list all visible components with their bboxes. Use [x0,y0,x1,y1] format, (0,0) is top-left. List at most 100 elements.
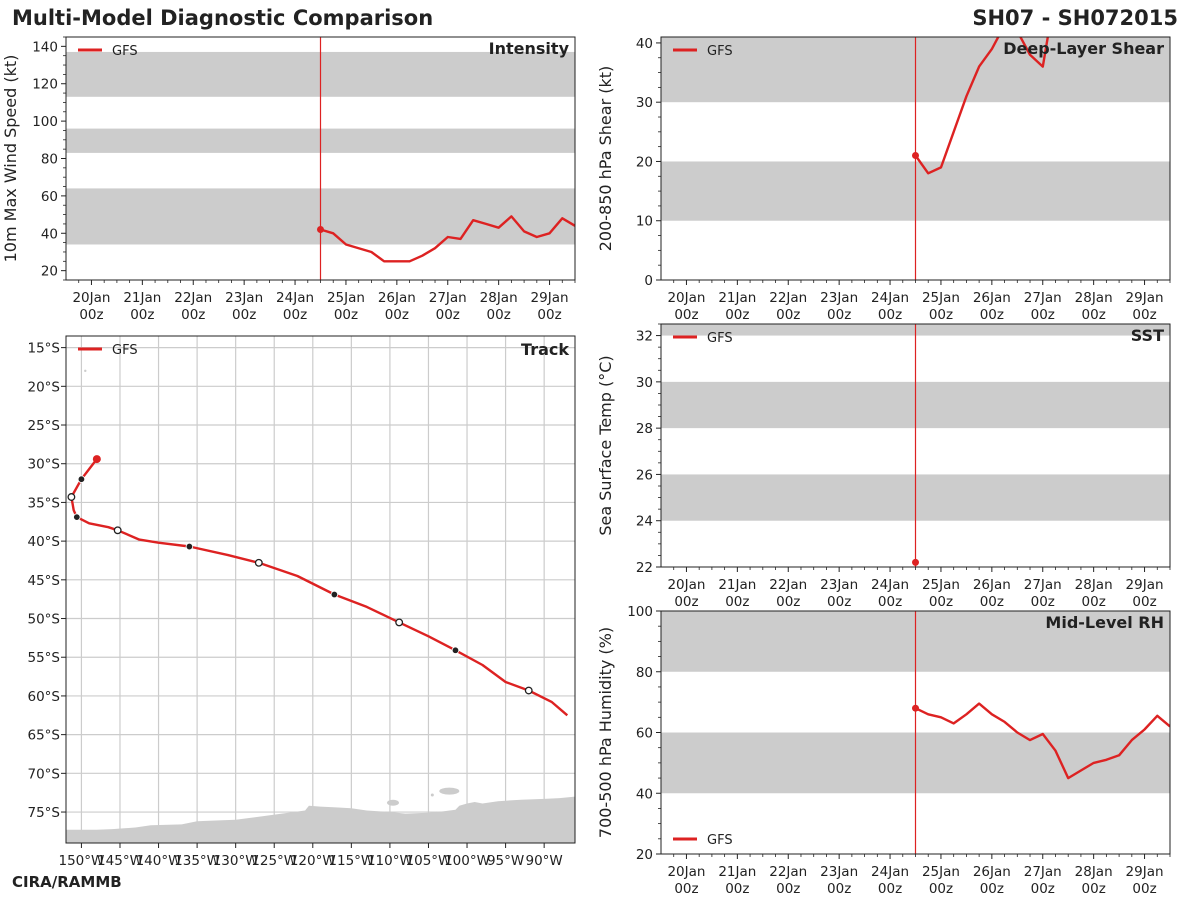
data-point [912,704,919,712]
x-tick-label-hour: 00z [334,307,358,323]
x-tick-label-hour: 00z [980,594,1004,610]
y-tick-label: 40 [41,226,58,242]
x-tick-label-hour: 00z [537,307,561,323]
track-marker-12z [395,618,404,627]
y-tick-label: 100 [627,604,653,620]
panel-rh: 2040608010020Jan00z21Jan00z22Jan00z23Jan… [596,604,1171,897]
x-tick-label-day: 29Jan [1126,864,1164,880]
y-tick-label: 26 [636,467,653,483]
series-line-gfs [914,702,1170,780]
lon-tick-label: 150°W [58,853,104,869]
y-tick-label: 80 [636,665,653,681]
x-tick-label-day: 27Jan [1024,864,1062,880]
lon-tick-label: 110°W [367,853,413,869]
x-tick-label-hour: 00z [929,307,953,323]
track-marker-12z [524,686,533,695]
lon-tick-label: 140°W [136,853,182,869]
island [386,799,399,806]
y-tick-label: 28 [636,421,653,437]
x-tick-label-day: 23Jan [820,290,858,306]
figure-title: Multi-Model Diagnostic Comparison [12,6,434,30]
x-tick-label-day: 27Jan [429,290,467,306]
x-tick-label-hour: 00z [436,307,460,323]
lat-tick-label: 60°S [28,689,61,705]
x-tick-label-hour: 00z [674,594,698,610]
track-marker-00z [185,542,194,551]
y-tick-label: 80 [41,152,58,168]
x-tick-label-day: 23Jan [820,577,858,593]
track-initial-position [92,455,101,464]
y-tick-label: 140 [32,39,58,55]
lat-tick-label: 40°S [28,534,61,550]
x-tick-label-day: 26Jan [973,290,1011,306]
data-point [317,226,324,234]
x-tick-label-day: 29Jan [531,290,569,306]
x-tick-label-hour: 00z [776,307,800,323]
lon-tick-label: 135°W [174,853,220,869]
track-line-gfs [70,458,569,717]
plot-frame [65,335,576,844]
x-tick-label-hour: 00z [1132,307,1156,323]
x-tick-label-hour: 00z [1031,881,1055,897]
lat-tick-label: 50°S [28,612,61,628]
x-tick-label-day: 24Jan [871,290,909,306]
x-tick-label-hour: 00z [1132,881,1156,897]
track-marker-00z [77,475,86,483]
legend-label: GFS [707,833,733,848]
x-tick-label-day: 20Jan [72,290,110,306]
x-tick-label-day: 24Jan [871,864,909,880]
x-tick-label-hour: 00z [1082,881,1106,897]
x-tick-label-day: 26Jan [973,864,1011,880]
x-tick-label-hour: 00z [827,307,851,323]
x-tick-label-hour: 00z [79,307,103,323]
x-tick-label-hour: 00z [878,594,902,610]
legend-label: GFS [112,44,138,59]
y-tick-label: 120 [32,77,58,93]
lat-tick-label: 65°S [28,728,61,744]
x-tick-label-day: 23Jan [225,290,263,306]
lat-tick-label: 30°S [28,457,61,473]
y-tick-label: 32 [636,329,653,345]
lat-tick-label: 15°S [28,341,61,357]
y-tick-label: 40 [636,36,653,52]
y-tick-label: 24 [636,514,653,530]
x-tick-label-hour: 00z [725,594,749,610]
track-marker-12z [113,526,122,535]
lon-tick-label: 90°W [526,853,563,869]
x-tick-label-day: 20Jan [667,290,705,306]
panel-title: Intensity [489,39,570,58]
x-tick-label-day: 26Jan [973,577,1011,593]
x-tick-label-day: 21Jan [123,290,161,306]
lon-tick-label: 100°W [444,853,490,869]
x-tick-label-hour: 00z [674,307,698,323]
legend-label: GFS [707,44,733,59]
x-tick-label-hour: 00z [181,307,205,323]
panel-title: SST [1131,326,1164,345]
island [430,793,434,797]
y-tick-label: 30 [636,95,653,111]
x-tick-label-hour: 00z [1031,594,1055,610]
y-axis-label: 200-850 hPa Shear (kt) [596,66,615,252]
x-tick-label-day: 22Jan [769,290,807,306]
x-tick-label-day: 28Jan [480,290,518,306]
x-tick-label-hour: 00z [827,594,851,610]
panel-title: Mid-Level RH [1045,613,1164,632]
x-tick-label-hour: 00z [1082,307,1106,323]
y-tick-label: 0 [644,273,653,289]
x-tick-label-day: 21Jan [718,577,756,593]
lon-tick-label: 145°W [97,853,143,869]
data-point [912,558,919,566]
y-tick-label: 40 [636,786,653,802]
x-tick-label-hour: 00z [878,881,902,897]
x-tick-label-hour: 00z [725,881,749,897]
lat-tick-label: 45°S [28,573,61,589]
x-tick-label-day: 27Jan [1024,290,1062,306]
y-tick-label: 20 [41,264,58,280]
x-tick-label-day: 24Jan [871,577,909,593]
x-tick-label-hour: 00z [130,307,154,323]
x-tick-label-day: 28Jan [1075,864,1113,880]
lat-tick-label: 70°S [28,766,61,782]
panel-sst: 22242628303220Jan00z21Jan00z22Jan00z23Ja… [596,323,1171,610]
panel-track: 15°S 20°S 25°S 30°S 35°S 40°S 45°S 50°S 55°S 60°S… [28,335,576,869]
